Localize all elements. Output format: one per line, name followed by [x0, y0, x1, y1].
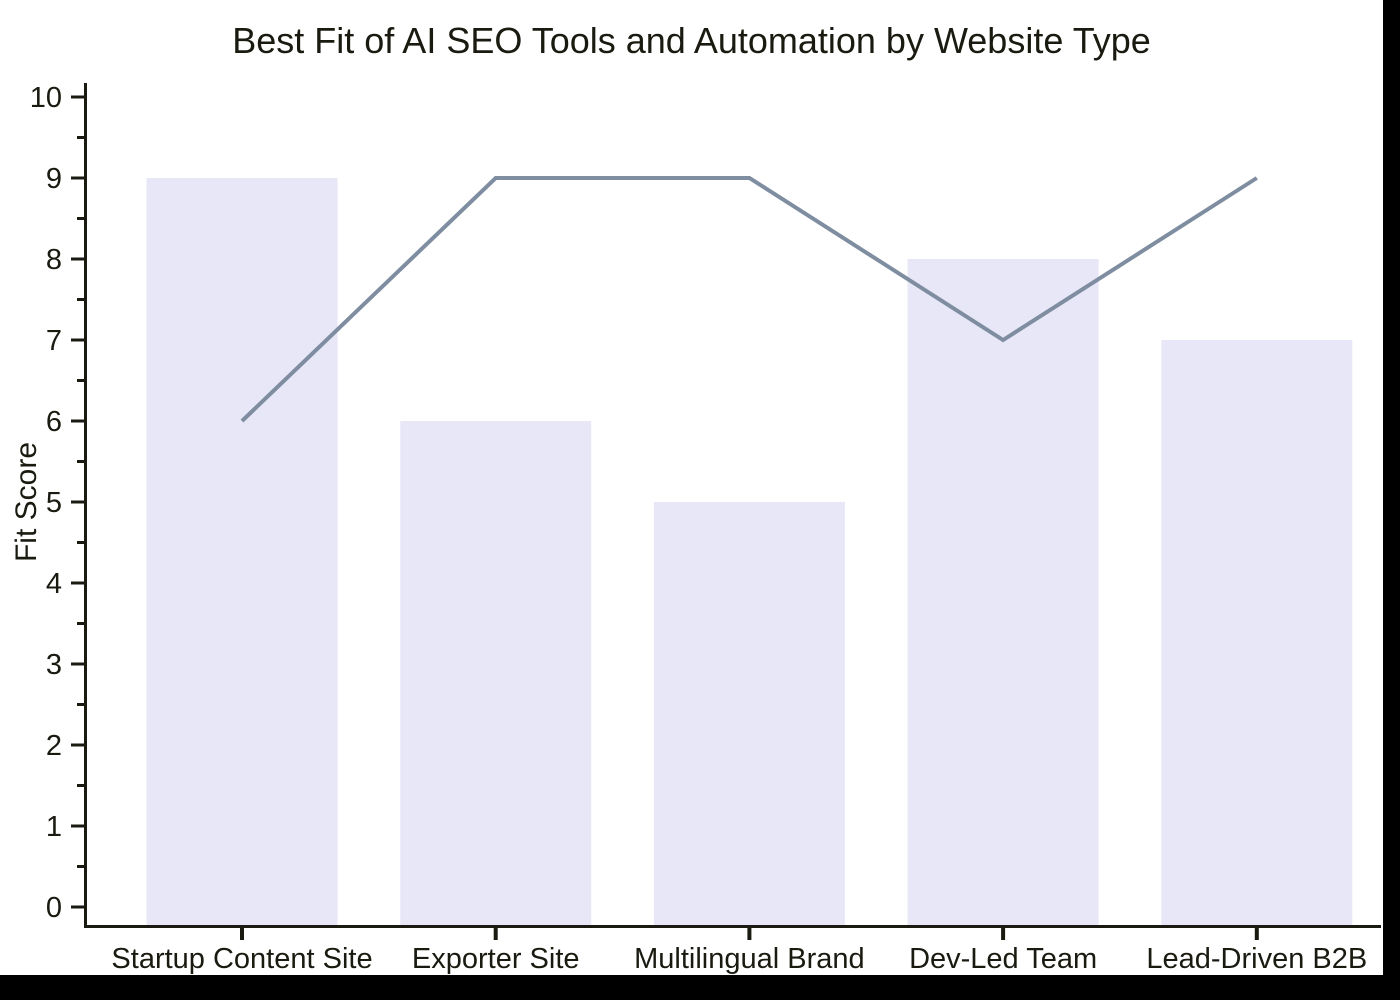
x-axis-spine — [84, 925, 1381, 928]
y-tick-label: 7 — [46, 325, 62, 357]
y-major-tick — [71, 500, 84, 504]
y-major-tick — [71, 419, 84, 423]
y-major-tick — [71, 338, 84, 342]
bar — [907, 259, 1099, 925]
x-category-label: Exporter Site — [412, 943, 580, 975]
x-tick — [1001, 928, 1006, 940]
y-minor-tick — [77, 541, 84, 544]
y-minor-tick — [77, 703, 84, 706]
x-category-label: Startup Content Site — [111, 943, 372, 975]
y-major-tick — [71, 581, 84, 585]
y-tick-label: 10 — [30, 82, 62, 114]
bar — [146, 178, 338, 925]
x-tick — [240, 928, 244, 940]
chart-title: Best Fit of AI SEO Tools and Automation … — [232, 20, 1151, 61]
y-major-tick — [71, 176, 84, 180]
x-tick — [493, 928, 498, 940]
y-tick-label: 6 — [46, 406, 62, 438]
y-tick-label: 8 — [46, 244, 62, 276]
y-tick-label: 5 — [46, 487, 62, 519]
y-tick-label: 2 — [46, 730, 62, 762]
x-tick — [1254, 928, 1259, 940]
y-minor-tick — [77, 784, 84, 787]
bar — [400, 421, 592, 925]
y-minor-tick — [77, 217, 84, 220]
y-major-tick — [71, 743, 84, 747]
y-minor-tick — [77, 298, 84, 301]
y-minor-tick — [77, 865, 84, 868]
x-category-label: Multilingual Brand — [634, 943, 865, 975]
y-axis-spine — [84, 83, 87, 928]
line-series — [240, 176, 1258, 423]
x-category-label: Lead-Driven B2B — [1146, 943, 1367, 975]
y-tick-label: 0 — [46, 892, 62, 924]
y-major-tick — [71, 662, 84, 666]
y-tick-label: 3 — [46, 649, 62, 681]
y-major-tick — [71, 824, 84, 828]
y-tick-label: 4 — [46, 568, 62, 600]
y-minor-tick — [77, 379, 84, 382]
y-major-tick — [71, 257, 84, 261]
x-tick — [747, 928, 752, 940]
x-category-label: Dev-Led Team — [909, 943, 1097, 975]
bar — [653, 502, 845, 925]
bar — [1161, 340, 1353, 925]
y-tick-label: 1 — [46, 811, 62, 843]
y-major-tick — [71, 95, 84, 99]
y-minor-tick — [77, 622, 84, 625]
plot-area: 0 1 2 3 4 5 6 7 8 9 10 Startup Content Site Exporter… — [30, 82, 1381, 975]
y-major-tick — [71, 905, 84, 909]
y-tick-label: 9 — [46, 163, 62, 195]
y-minor-tick — [77, 460, 84, 463]
chart-canvas: Best Fit of AI SEO Tools and Automation … — [0, 0, 1383, 975]
y-minor-tick — [77, 136, 84, 139]
